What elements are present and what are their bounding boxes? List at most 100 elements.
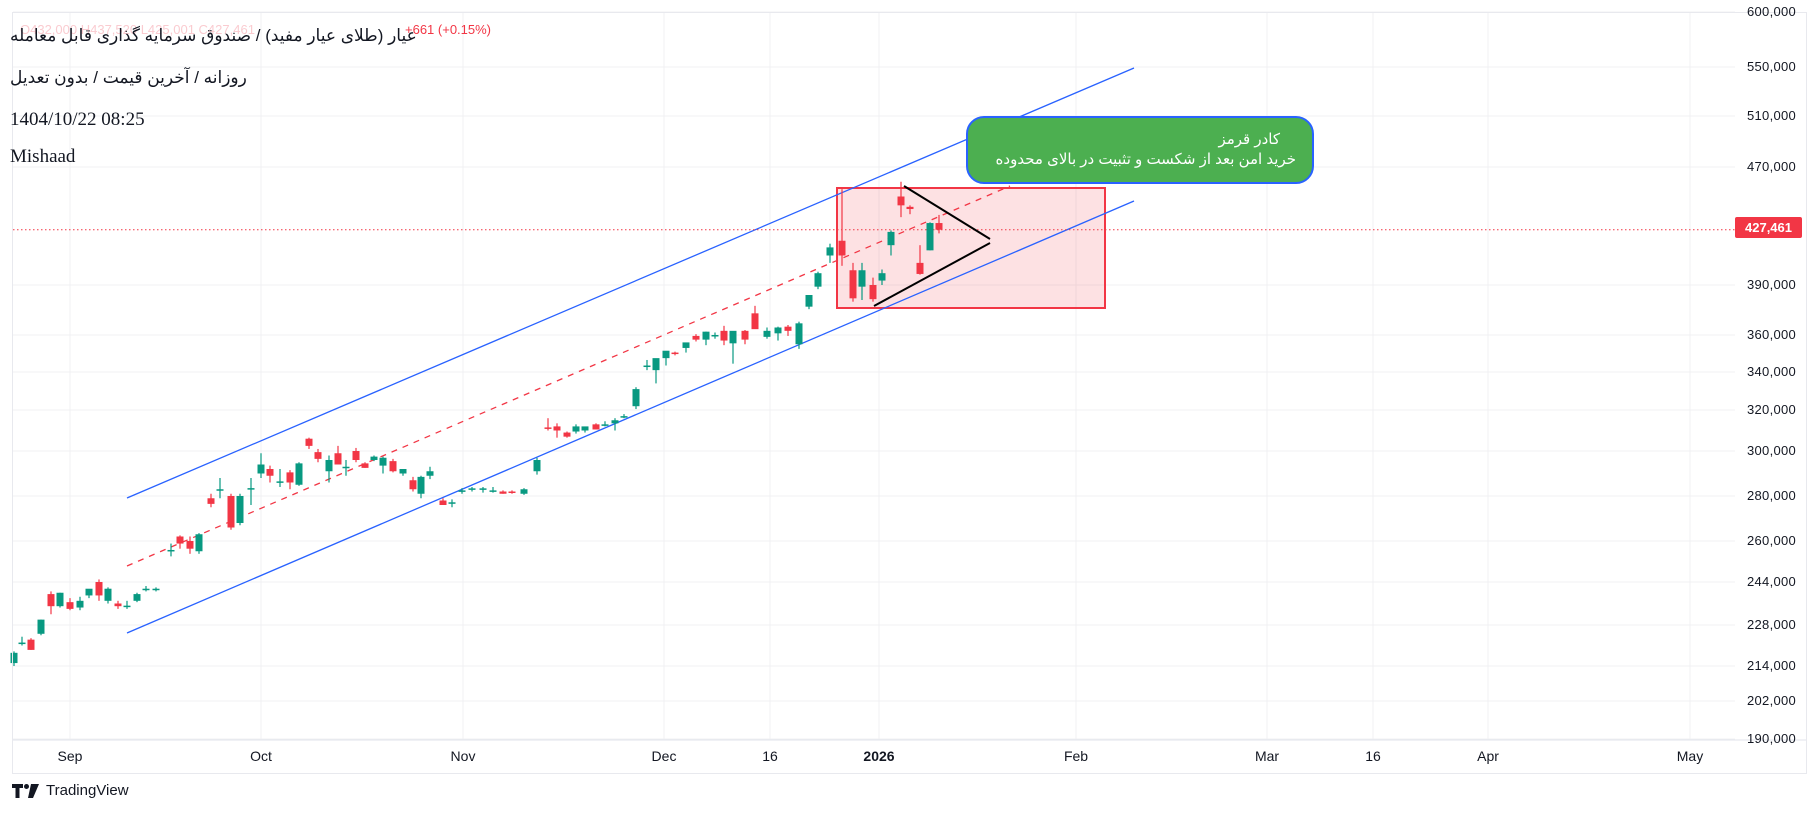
candle-up[interactable] (887, 231, 895, 246)
candle-up[interactable] (682, 342, 690, 348)
candle-up[interactable] (643, 365, 651, 368)
candle-up[interactable] (926, 223, 934, 251)
candle-down[interactable] (935, 223, 943, 230)
candle-down[interactable] (692, 335, 700, 340)
candle-up[interactable] (325, 460, 333, 472)
candle-down[interactable] (227, 496, 235, 528)
candle-down[interactable] (751, 313, 759, 330)
annotation-callout[interactable]: کادر قرمز خرید امن بعد از شکست و تثبیت د… (966, 116, 1314, 184)
candle-up[interactable] (878, 273, 886, 281)
triangle-upper-line[interactable] (903, 185, 991, 240)
candle-down[interactable] (544, 427, 552, 429)
candle-down[interactable] (334, 453, 342, 465)
candle-up[interactable] (167, 549, 175, 552)
candle-up[interactable] (520, 489, 528, 494)
candle-down[interactable] (409, 480, 417, 490)
candle-down[interactable] (784, 326, 792, 331)
candle-up[interactable] (236, 496, 244, 523)
candle-down[interactable] (897, 196, 905, 206)
candle-down[interactable] (66, 602, 74, 609)
candle-down[interactable] (305, 438, 313, 446)
candle-up[interactable] (795, 323, 803, 345)
candle-up[interactable] (379, 457, 387, 466)
candle-down[interactable] (849, 270, 857, 299)
candle-down[interactable] (720, 330, 728, 341)
candle-up[interactable] (826, 247, 834, 256)
candle-down[interactable] (916, 262, 924, 274)
candle-up[interactable] (123, 605, 131, 608)
candle-up[interactable] (342, 466, 350, 469)
candle-up[interactable] (142, 588, 150, 591)
symbol-title[interactable]: عیار (طلای عیار مفید) / صندوق سرمایه گذا… (10, 26, 417, 45)
candle-up[interactable] (581, 426, 589, 431)
candle-up[interactable] (729, 330, 737, 344)
candle-up[interactable] (763, 330, 771, 337)
candle-up[interactable] (632, 389, 640, 407)
candle-up[interactable] (56, 592, 64, 607)
triangle-lower-line[interactable] (873, 242, 991, 307)
candle-down[interactable] (361, 463, 369, 468)
tradingview-logo[interactable]: TradingView (12, 782, 129, 799)
candle-down[interactable] (906, 206, 914, 210)
candle-up[interactable] (489, 490, 497, 492)
candle-up[interactable] (10, 652, 18, 664)
candle-up[interactable] (814, 273, 822, 287)
candle-up[interactable] (195, 534, 203, 552)
candle-up[interactable] (37, 619, 45, 634)
candle-up[interactable] (702, 331, 710, 340)
candle-down[interactable] (741, 330, 749, 340)
candle-up[interactable] (858, 270, 866, 287)
candle-up[interactable] (711, 335, 719, 337)
candle-up[interactable] (133, 594, 141, 601)
candle-up[interactable] (18, 642, 26, 645)
candle-up[interactable] (479, 488, 487, 490)
candle-down[interactable] (352, 451, 360, 460)
candle-up[interactable] (216, 489, 224, 491)
candle-up[interactable] (601, 424, 609, 426)
candle-up[interactable] (247, 488, 255, 490)
candle-down[interactable] (286, 472, 294, 483)
highlight-box[interactable] (836, 187, 1106, 309)
candle-down[interactable] (499, 491, 507, 494)
candle-up[interactable] (257, 464, 265, 474)
candle-up[interactable] (276, 481, 284, 483)
candle-down[interactable] (186, 541, 194, 549)
candle-up[interactable] (458, 490, 466, 492)
candle-down[interactable] (176, 536, 184, 544)
candle-down[interactable] (389, 461, 397, 472)
candle-down[interactable] (508, 491, 516, 494)
candle-down[interactable] (95, 582, 103, 596)
candle-up[interactable] (572, 426, 580, 432)
candle-up[interactable] (620, 416, 628, 418)
candle-down[interactable] (47, 594, 55, 607)
candle-down[interactable] (314, 452, 322, 459)
candle-up[interactable] (533, 460, 541, 472)
candle-down[interactable] (671, 352, 679, 355)
candle-up[interactable] (370, 456, 378, 460)
candle-up[interactable] (774, 327, 782, 334)
candle-down[interactable] (207, 498, 215, 504)
candle-up[interactable] (611, 420, 619, 424)
candle-up[interactable] (805, 295, 813, 307)
channel-midline[interactable] (126, 185, 1011, 567)
channel-lower-line[interactable] (126, 200, 1135, 634)
candle-down[interactable] (563, 432, 571, 437)
candle-down[interactable] (869, 285, 877, 300)
candle-down[interactable] (114, 603, 122, 607)
candle-up[interactable] (662, 350, 670, 359)
candle-down[interactable] (266, 469, 274, 476)
candle-up[interactable] (152, 588, 160, 591)
candle-up[interactable] (652, 358, 660, 371)
candle-up[interactable] (468, 488, 476, 490)
candle-up[interactable] (85, 588, 93, 596)
candle-down[interactable] (553, 426, 561, 431)
candle-up[interactable] (399, 469, 407, 474)
candle-up[interactable] (417, 476, 425, 494)
candle-up[interactable] (426, 471, 434, 476)
candle-down[interactable] (27, 639, 35, 650)
candle-up[interactable] (295, 463, 303, 485)
candle-up[interactable] (448, 502, 456, 504)
candle-up[interactable] (76, 600, 84, 608)
candle-up[interactable] (104, 588, 112, 601)
